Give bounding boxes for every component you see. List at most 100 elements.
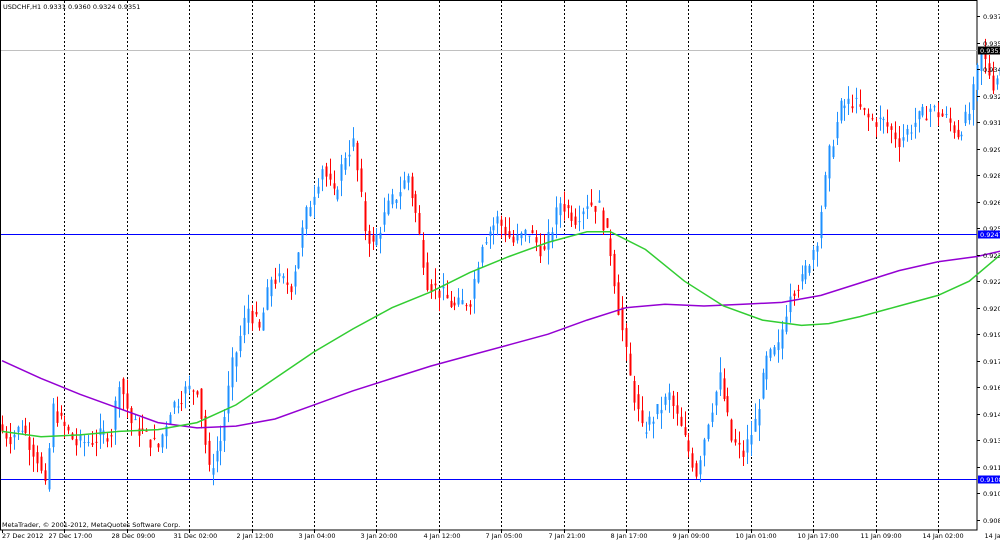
x-tick-label: 10 Jan 17:00 (798, 532, 839, 540)
candle-body (361, 168, 363, 191)
candle-body (942, 114, 944, 117)
candle-body (170, 415, 172, 424)
candle-body (579, 221, 581, 222)
candle-body (805, 266, 807, 280)
candle-body (895, 133, 897, 140)
candle-body (349, 155, 351, 157)
candle-body (146, 431, 148, 432)
candle-body (2, 424, 4, 431)
x-tick-label: 11 Jan 09:00 (861, 532, 902, 540)
candle-body (977, 65, 979, 90)
candle-body (747, 439, 749, 452)
candle-body (76, 439, 78, 445)
candle-body (700, 460, 702, 474)
candle-body (630, 354, 632, 376)
x-tick-label: 3 Jan 04:00 (299, 532, 336, 540)
candle-body (501, 220, 503, 226)
y-tick-label: 0.9325 (983, 93, 1000, 101)
candle-body (396, 200, 398, 203)
candle-body (638, 394, 640, 409)
x-tick-label: 10 Jan 01:00 (736, 532, 777, 540)
copyright-footer: MetaTrader, © 2001-2012, MetaQuotes Soft… (2, 521, 180, 529)
candle-body (482, 247, 484, 263)
candle-body (739, 443, 741, 445)
candle-body (193, 391, 195, 392)
candle-body (688, 440, 690, 451)
candle-body (111, 435, 113, 436)
candle-body (72, 434, 74, 440)
candle-body (384, 212, 386, 224)
candle-body (388, 201, 390, 215)
candle-body (759, 409, 761, 425)
candle-body (743, 451, 745, 457)
candle-body (899, 138, 901, 147)
candle-body (872, 118, 874, 119)
candle-body (365, 201, 367, 231)
candle-body (692, 453, 694, 467)
candle-body (29, 437, 31, 450)
candle-body (864, 108, 866, 110)
candle-body (610, 238, 612, 256)
candle-body (213, 468, 215, 475)
candle-body (22, 431, 24, 432)
candle-body (115, 401, 117, 430)
candle-body (447, 295, 449, 298)
candle-body (68, 427, 70, 431)
current-price-label: 0.9351 (980, 47, 1000, 55)
candle-body (958, 130, 960, 137)
candle-body (345, 158, 347, 170)
candle-body (755, 419, 757, 432)
candle-body (685, 427, 687, 435)
y-tick-label: 0.9115 (983, 464, 1000, 472)
candle-body (490, 232, 492, 236)
candle-body (946, 114, 948, 115)
candle-body (669, 392, 671, 399)
candle-body (236, 353, 238, 367)
candle-body (786, 317, 788, 332)
candle-body (642, 410, 644, 423)
candle-body (295, 272, 297, 287)
candle-body (357, 143, 359, 170)
candle-body (735, 439, 737, 442)
x-tick-label: 27 Dec 2012 (2, 532, 44, 540)
x-tick-label: 7 Jan 21:00 (549, 532, 586, 540)
x-tick-label: 28 Dec 09:00 (112, 532, 156, 540)
candle-body (517, 235, 519, 241)
candle-body (92, 443, 94, 445)
candle-body (252, 311, 254, 323)
candle-body (529, 236, 531, 237)
candle-body (248, 309, 250, 323)
candle-body (18, 427, 20, 432)
candle-body (782, 329, 784, 348)
candle-body (599, 201, 601, 203)
candle-body (314, 197, 316, 205)
candle-body (100, 428, 102, 435)
candle-body (661, 410, 663, 413)
candle-body (408, 176, 410, 183)
candle-body (376, 234, 378, 245)
candle-body (607, 218, 609, 227)
candle-body (493, 225, 495, 230)
candle-body (903, 137, 905, 140)
x-tick-label: 3 Jan 20:00 (361, 532, 398, 540)
candle-body (969, 114, 971, 120)
level-price-label: 0.9247 (980, 231, 1000, 239)
candle-body (790, 297, 792, 313)
candle-body (150, 440, 152, 448)
candle-body (217, 451, 219, 462)
candle-body (33, 445, 35, 457)
candle-body (848, 99, 850, 104)
candle-body (911, 132, 913, 133)
candle-body (548, 232, 550, 250)
candle-body (595, 206, 597, 212)
candle-body (240, 336, 242, 351)
candle-body (412, 177, 414, 198)
candle-body (564, 204, 566, 211)
candle-body (291, 286, 293, 292)
candle-body (123, 379, 125, 394)
